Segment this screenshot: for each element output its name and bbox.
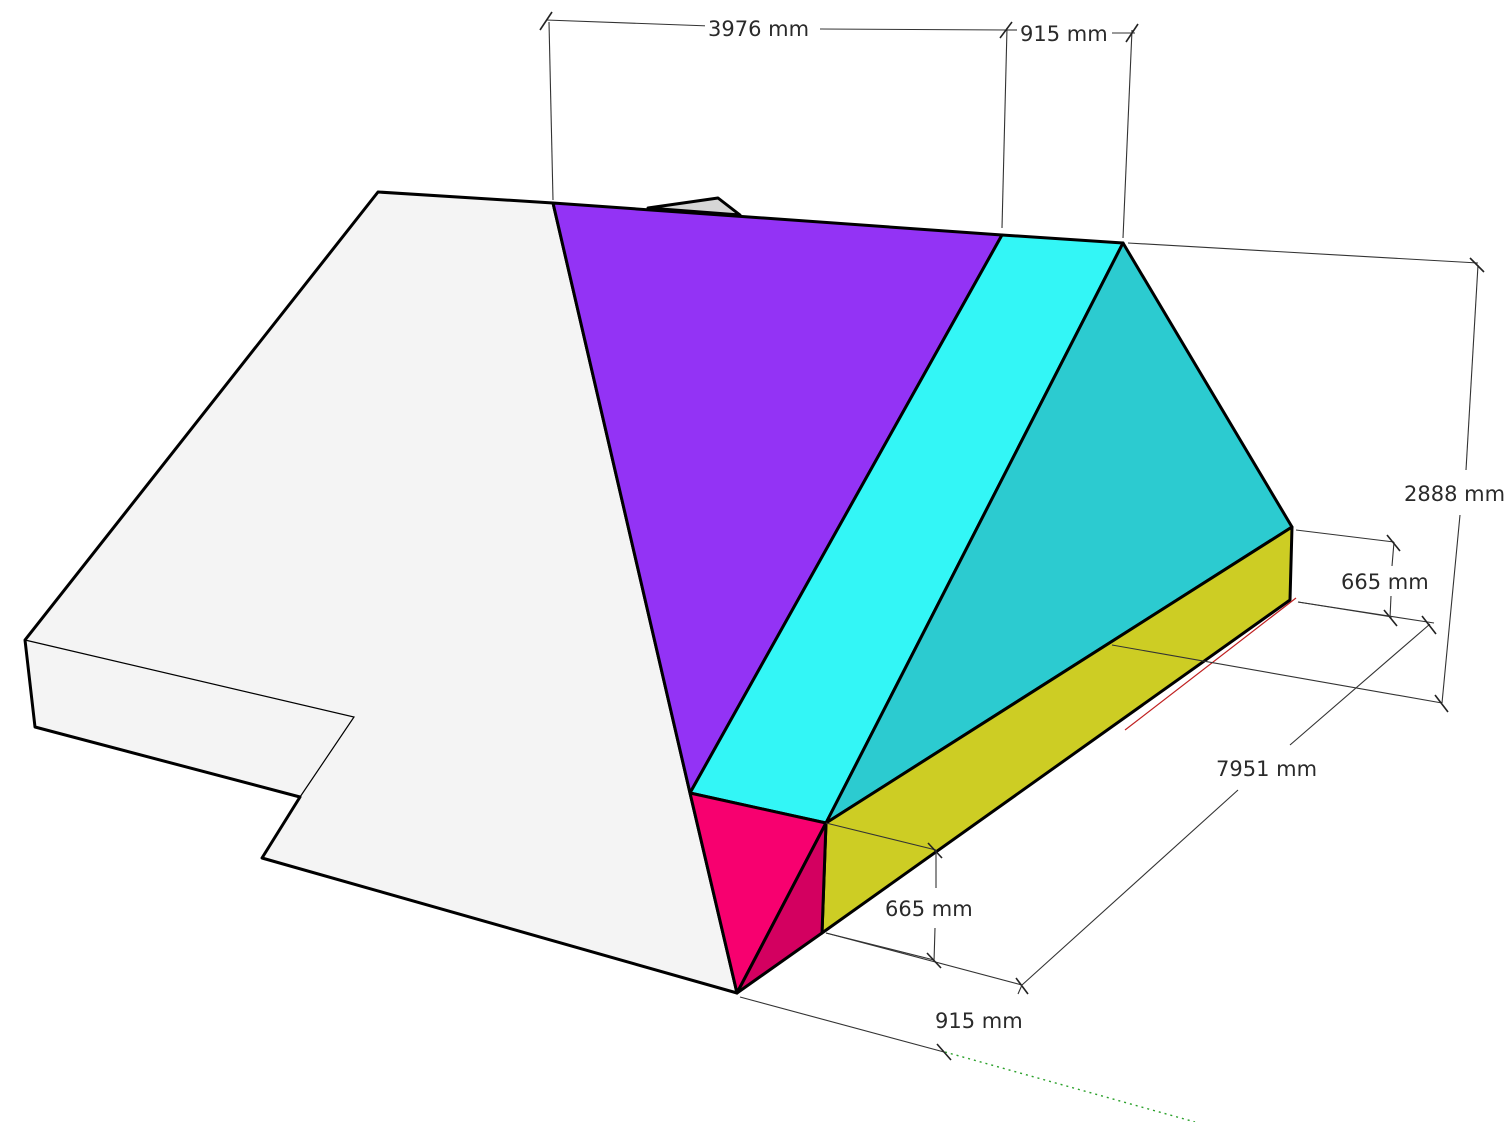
- dimension-label-front-overhang: 915 mm: [935, 1009, 1023, 1033]
- dimension-label-background: [1401, 481, 1509, 507]
- dimension-right-wall-height: 665 mm: [1295, 529, 1432, 627]
- dimension-front-overhang: 915 mm: [739, 984, 1026, 1061]
- magenta-side-face: [735, 821, 828, 995]
- dimension-height: 2888 mm: [1111, 242, 1509, 713]
- dimension-label-front-wall-height: 665 mm: [885, 897, 973, 921]
- green-axis-line: [944, 1051, 1196, 1122]
- dimension-label-background: [705, 16, 813, 42]
- dimension-label-top-width: 3976 mm: [708, 17, 809, 41]
- dimension-front-wall-height: 665 mm: [825, 822, 976, 969]
- dimension-label-background: [1338, 569, 1432, 595]
- dimension-label-background: [1213, 756, 1321, 782]
- grey-peak-face: [646, 196, 742, 217]
- dimension-top-overhang: 915 mm: [1008, 21, 1139, 239]
- dimension-label-top-overhang: 915 mm: [1020, 22, 1108, 46]
- white-roof-edge: [24, 639, 355, 798]
- dimension-label-height: 2888 mm: [1404, 482, 1505, 506]
- dimension-label-background: [1017, 21, 1111, 47]
- dimension-label-background: [932, 1008, 1026, 1034]
- dimension-label-background: [882, 896, 976, 922]
- dimension-top-width: 3976 mm: [539, 11, 1013, 229]
- dimension-label-length: 7951 mm: [1216, 757, 1317, 781]
- dimension-label-right-wall-height: 665 mm: [1341, 570, 1429, 594]
- red-axis-line: [1124, 597, 1297, 731]
- dimension-length: 7951 mm: [825, 601, 1437, 995]
